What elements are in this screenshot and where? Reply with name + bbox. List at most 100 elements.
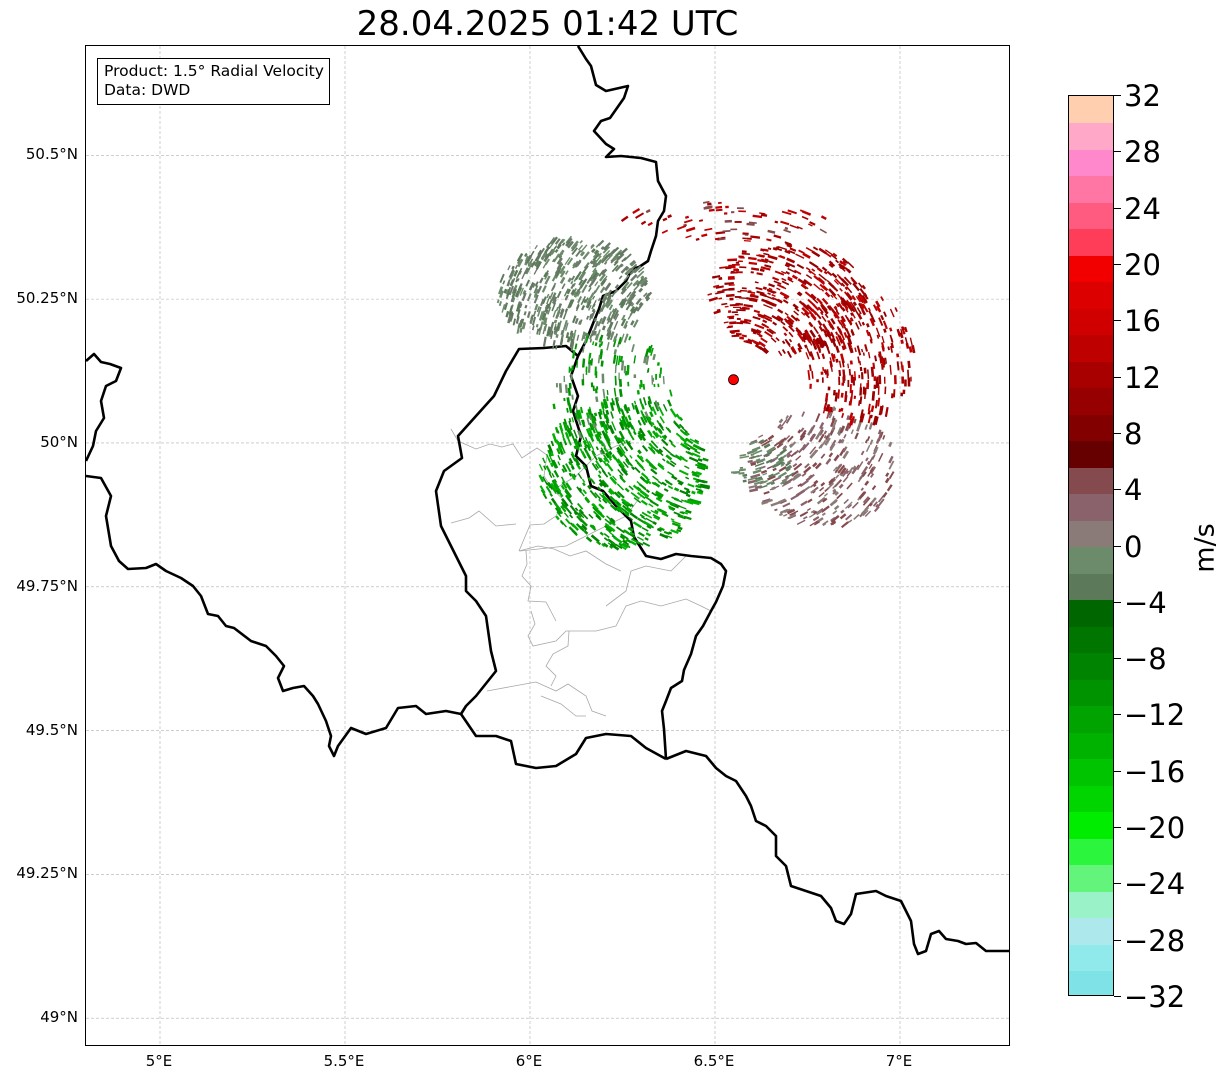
velocity-echo [846,415,851,420]
velocity-echo [556,257,563,265]
velocity-echo [561,498,569,508]
velocity-echo [761,298,769,304]
velocity-echo [797,483,803,488]
velocity-echo [904,337,909,345]
colorbar-segment [1069,361,1113,389]
velocity-echo [658,428,663,433]
velocity-echo [569,504,575,511]
velocity-echo [519,327,523,333]
velocity-echo [653,425,658,431]
velocity-echo [560,338,564,347]
velocity-echo [598,470,602,475]
velocity-echo [648,420,653,427]
velocity-echo [675,413,681,420]
velocity-echo [725,267,732,270]
velocity-echo [629,503,634,508]
velocity-echo [772,467,777,472]
velocity-echo [657,462,665,468]
velocity-echo [803,344,808,349]
velocity-echo [524,304,528,309]
velocity-echo [698,219,704,222]
velocity-echo [602,498,608,504]
velocity-echo [638,462,644,469]
velocity-echo [859,303,865,309]
velocity-echo [872,501,878,507]
velocity-echo [836,273,842,279]
velocity-echo [801,210,812,216]
velocity-echo [590,478,596,485]
velocity-echo [569,514,574,519]
velocity-echo [856,307,862,315]
velocity-echo [601,373,605,384]
velocity-echo [804,463,810,469]
velocity-echo [656,362,660,366]
velocity-echo [560,484,566,490]
velocity-echo [777,498,787,504]
velocity-echo [806,304,813,312]
velocity-echo [858,474,864,480]
colorbar-segment [1069,440,1113,468]
velocity-echo [836,325,843,336]
velocity-echo [691,472,700,478]
velocity-echo [584,297,589,303]
velocity-echo [815,431,822,440]
velocity-echo [907,369,910,380]
velocity-echo [818,491,825,498]
velocity-echo [617,336,622,346]
velocity-echo [596,540,602,546]
velocity-echo [585,334,590,343]
velocity-echo [585,412,590,420]
velocity-echo [637,449,642,455]
velocity-echo [638,430,642,435]
velocity-echo [862,496,870,504]
velocity-echo [736,317,741,321]
velocity-echo [551,487,557,494]
velocity-echo [830,254,838,260]
velocity-echo [678,469,689,476]
map-panel[interactable] [85,45,1010,1046]
velocity-echo [763,314,773,320]
velocity-echo [582,345,585,353]
colorbar-segment [1069,705,1113,733]
velocity-echo [600,316,607,325]
border-luxembourg-germany [632,536,728,760]
velocity-echo [831,415,835,421]
velocity-echo [530,260,536,268]
velocity-echo [875,305,882,313]
velocity-echo [867,369,870,380]
velocity-echo [783,296,788,300]
velocity-echo [602,246,611,254]
velocity-echo [827,320,833,327]
velocity-echo [595,243,601,248]
velocity-echo [748,221,757,224]
velocity-echo [852,377,855,386]
velocity-echo [766,465,774,470]
velocity-echo [595,446,599,451]
velocity-echo [611,454,617,460]
velocity-echo [630,263,638,271]
velocity-echo [799,511,809,517]
velocity-echo [544,303,550,313]
map-canvas[interactable] [86,46,1010,1046]
velocity-echo [550,440,555,447]
velocity-echo [874,416,879,426]
velocity-echo [598,431,602,436]
velocity-echo [551,302,557,312]
velocity-echo [811,308,818,316]
velocity-echo [564,270,569,275]
velocity-echo [738,468,746,472]
velocity-echo [601,325,606,331]
velocity-echo [553,319,557,324]
velocity-echo [607,248,616,258]
velocity-echo [594,259,602,268]
velocity-echo [575,249,582,258]
velocity-echo [767,434,775,441]
colorbar-segment [1069,944,1113,972]
velocity-echo [619,301,626,309]
velocity-echo [592,510,601,519]
velocity-echo [582,358,586,368]
velocity-echo [554,238,561,245]
velocity-echo [724,219,732,223]
velocity-echo [808,474,813,479]
radar-site-marker[interactable] [728,374,739,386]
